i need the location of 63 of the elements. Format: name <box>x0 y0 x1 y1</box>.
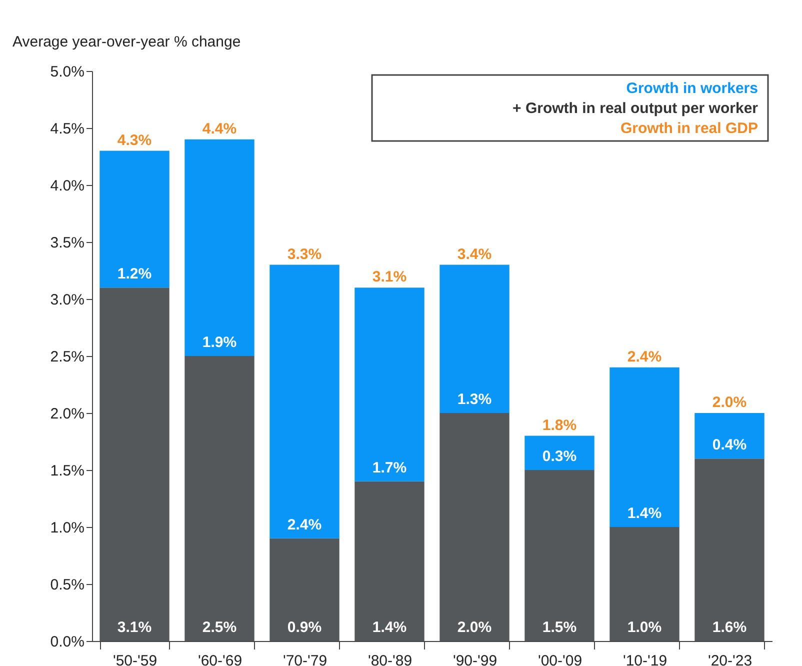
annotation: Growth in real GDP <box>620 120 758 137</box>
data-label: 1.2% <box>117 266 152 283</box>
data-label: 1.4% <box>372 619 407 636</box>
total-label: 4.4% <box>202 120 237 138</box>
total-label: 3.4% <box>457 246 492 263</box>
bar <box>100 150 170 288</box>
x-tick-label: '10-'19 <box>622 652 668 666</box>
y-tick-label: 4.5% <box>50 120 84 138</box>
total-label: 2.4% <box>627 348 662 366</box>
x-tick-label: '50-'59 <box>112 652 158 666</box>
bar <box>354 288 424 482</box>
data-label: 2.5% <box>202 619 237 636</box>
total-label: 3.1% <box>372 268 407 286</box>
bar <box>694 413 764 459</box>
y-tick-label: 3.5% <box>50 234 84 252</box>
data-label: 1.6% <box>712 619 747 636</box>
y-tick-label: 0.0% <box>50 634 84 650</box>
data-label: 1.0% <box>627 619 662 636</box>
bar <box>270 538 340 641</box>
total-label: 2.0% <box>712 394 747 411</box>
bar <box>184 139 254 356</box>
bar <box>440 264 510 413</box>
data-label: 1.9% <box>202 334 237 351</box>
bar <box>524 436 594 470</box>
data-label: 2.0% <box>457 619 492 636</box>
x-tick-label: '70-'79 <box>282 652 328 666</box>
y-axis-title: Average year-over-year % change <box>12 34 241 50</box>
y-tick-label: 4.0% <box>50 178 84 194</box>
text: + Growth in real output per worker <box>512 100 758 117</box>
data-label: 1.7% <box>372 459 407 476</box>
total-label: 4.3% <box>117 132 152 149</box>
x-tick-label: '80-'89 <box>368 652 412 666</box>
y-tick-label: 2.5% <box>50 348 84 366</box>
y-tick-label: 1.5% <box>50 462 84 480</box>
data-label: 0.3% <box>542 448 577 465</box>
data-label: 1.5% <box>542 619 577 636</box>
data-label: 0.4% <box>712 436 747 454</box>
y-tick-label: 2.0% <box>50 406 84 422</box>
bar <box>270 264 340 538</box>
total-label: 1.8% <box>542 416 577 434</box>
y-tick-label: 0.5% <box>50 576 84 594</box>
x-tick-label: '20-'23 <box>708 652 752 666</box>
bar <box>354 481 424 641</box>
bar <box>694 458 764 641</box>
data-label: 3.1% <box>117 619 152 636</box>
bar <box>524 470 594 641</box>
text: Growth in workers <box>626 80 758 97</box>
data-label: 0.9% <box>287 619 322 636</box>
data-label: 1.4% <box>627 505 662 522</box>
y-tick-label: 5.0% <box>50 64 84 80</box>
bar <box>100 288 170 641</box>
bar <box>610 527 680 641</box>
bar <box>610 367 680 527</box>
total-label: 3.3% <box>287 246 322 263</box>
y-tick-label: 3.0% <box>50 292 84 308</box>
x-tick-label: '00-'09 <box>538 652 582 666</box>
x-tick-label: '60-'69 <box>198 652 242 666</box>
data-label: 1.3% <box>457 391 492 408</box>
data-label: 2.4% <box>287 516 322 534</box>
x-tick-label: '90-'99 <box>452 652 498 666</box>
bar <box>440 413 510 641</box>
bar <box>184 356 254 641</box>
y-tick-label: 1.0% <box>50 520 84 536</box>
